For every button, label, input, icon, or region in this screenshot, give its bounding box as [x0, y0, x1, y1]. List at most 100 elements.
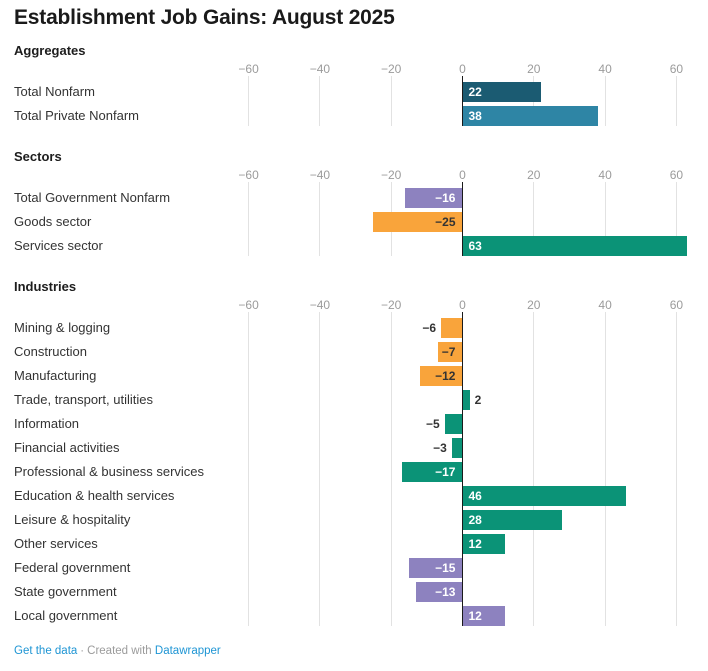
chart-footer: Get the data · Created with Datawrapper — [14, 645, 221, 657]
axis-tick-label: 60 — [669, 168, 684, 182]
bar-education-health-services — [462, 486, 627, 506]
axis-tick-label: 40 — [598, 62, 612, 76]
axis-tick-label: 60 — [669, 298, 684, 312]
row-label-professional-business-services: Professional & business services — [14, 464, 205, 479]
axis-tick-label: −40 — [309, 168, 331, 182]
gridline — [604, 312, 606, 626]
row-label-education-health-services: Education & health services — [14, 488, 175, 503]
chart-title: Establishment Job Gains: August 2025 — [14, 6, 395, 29]
bar-federal-government — [409, 558, 463, 578]
bar-value-label: 22 — [468, 85, 482, 99]
bar-leisure-hospitality — [462, 510, 563, 530]
gridline — [533, 312, 535, 626]
zero-axis-line — [461, 312, 463, 626]
gridline — [675, 312, 677, 626]
axis-tick-label: −60 — [238, 298, 259, 312]
axis-tick-label: 60 — [669, 62, 684, 76]
gridline — [248, 312, 250, 626]
row-label-state-government: State government — [14, 584, 117, 599]
axis-tick-label: 20 — [527, 168, 541, 182]
bar-other-services — [462, 534, 506, 554]
gridline — [319, 182, 321, 256]
gridline — [390, 312, 392, 626]
axis-tick-label: 40 — [598, 298, 612, 312]
bar-manufacturing — [419, 366, 463, 386]
bar-value-label: −13 — [435, 585, 456, 599]
bar-information — [444, 414, 463, 434]
row-label-other-services: Other services — [14, 536, 98, 551]
axis-tick-label: −40 — [309, 298, 331, 312]
axis-tick-label: 0 — [459, 298, 466, 312]
row-label-local-government: Local government — [14, 608, 118, 623]
gridline — [533, 182, 535, 256]
row-label-total-nonfarm: Total Nonfarm — [14, 84, 95, 99]
footer-separator: · — [80, 645, 85, 657]
bar-total-nonfarm — [462, 82, 541, 102]
gridline — [319, 76, 321, 126]
row-label-total-government-nonfarm: Total Government Nonfarm — [14, 190, 171, 205]
bar-financial-activities — [451, 438, 463, 458]
datawrapper-link[interactable]: Datawrapper — [154, 645, 221, 657]
section-header-industries: Industries — [14, 279, 77, 294]
gridline — [319, 312, 321, 626]
row-label-federal-government: Federal government — [14, 560, 131, 575]
bar-total-private-nonfarm — [462, 106, 598, 126]
bar-value-label: 12 — [468, 537, 482, 551]
axis-tick-label: −20 — [381, 62, 402, 76]
gridline — [604, 182, 606, 256]
gridline — [248, 76, 250, 126]
axis-tick-label: 20 — [527, 298, 541, 312]
row-label-leisure-hospitality: Leisure & hospitality — [14, 512, 131, 527]
bar-state-government — [416, 582, 463, 602]
bar-professional-business-services — [401, 462, 463, 482]
bar-value-label: −17 — [435, 465, 456, 479]
bar-value-label: 46 — [468, 489, 482, 503]
bar-value-label: −7 — [441, 345, 456, 359]
axis-tick-label: 40 — [598, 168, 612, 182]
bar-value-label: 38 — [468, 109, 482, 123]
row-label-goods-sector: Goods sector — [14, 214, 92, 229]
get-the-data-link[interactable]: Get the data — [14, 645, 78, 657]
row-label-construction: Construction — [14, 344, 87, 359]
bar-goods-sector — [373, 212, 463, 232]
row-label-trade-transport-utilities: Trade, transport, utilities — [14, 392, 153, 407]
axis-tick-label: −60 — [238, 168, 259, 182]
zero-axis-line — [461, 182, 463, 256]
axis-tick-label: −20 — [381, 298, 402, 312]
bar-value-label: 28 — [468, 513, 482, 527]
bar-local-government — [462, 606, 506, 626]
axis-tick-label: −20 — [381, 168, 402, 182]
bar-services-sector — [462, 236, 688, 256]
row-label-financial-activities: Financial activities — [14, 440, 120, 455]
bar-value-label: −3 — [433, 441, 447, 455]
footer-credit-text: Created with — [87, 645, 152, 657]
gridline — [390, 76, 392, 126]
row-label-total-private-nonfarm: Total Private Nonfarm — [14, 108, 139, 123]
gridline — [248, 182, 250, 256]
gridline — [604, 76, 606, 126]
gridline — [675, 76, 677, 126]
gridline — [675, 182, 677, 256]
bar-trade-transport-utilities — [462, 390, 470, 410]
bar-value-label: −12 — [435, 369, 456, 383]
bar-value-label: −6 — [422, 321, 437, 335]
axis-tick-label: −60 — [238, 62, 259, 76]
zero-axis-line — [461, 76, 463, 126]
axis-tick-label: 20 — [527, 62, 541, 76]
axis-tick-label: 0 — [459, 168, 466, 182]
bar-total-government-nonfarm — [405, 188, 463, 208]
bar-value-label: −5 — [425, 417, 440, 431]
bar-value-label: 2 — [474, 393, 482, 407]
row-label-mining-logging: Mining & logging — [14, 320, 111, 335]
axis-tick-label: −40 — [309, 62, 331, 76]
section-header-sectors: Sectors — [14, 149, 62, 164]
row-label-information: Information — [14, 416, 80, 431]
row-label-services-sector: Services sector — [14, 238, 103, 253]
axis-tick-label: 0 — [459, 62, 466, 76]
bar-construction — [437, 342, 463, 362]
bar-value-label: −16 — [435, 191, 456, 205]
section-header-aggregates: Aggregates — [14, 43, 86, 58]
bar-value-label: 63 — [468, 239, 482, 253]
bar-value-label: −25 — [435, 215, 456, 229]
